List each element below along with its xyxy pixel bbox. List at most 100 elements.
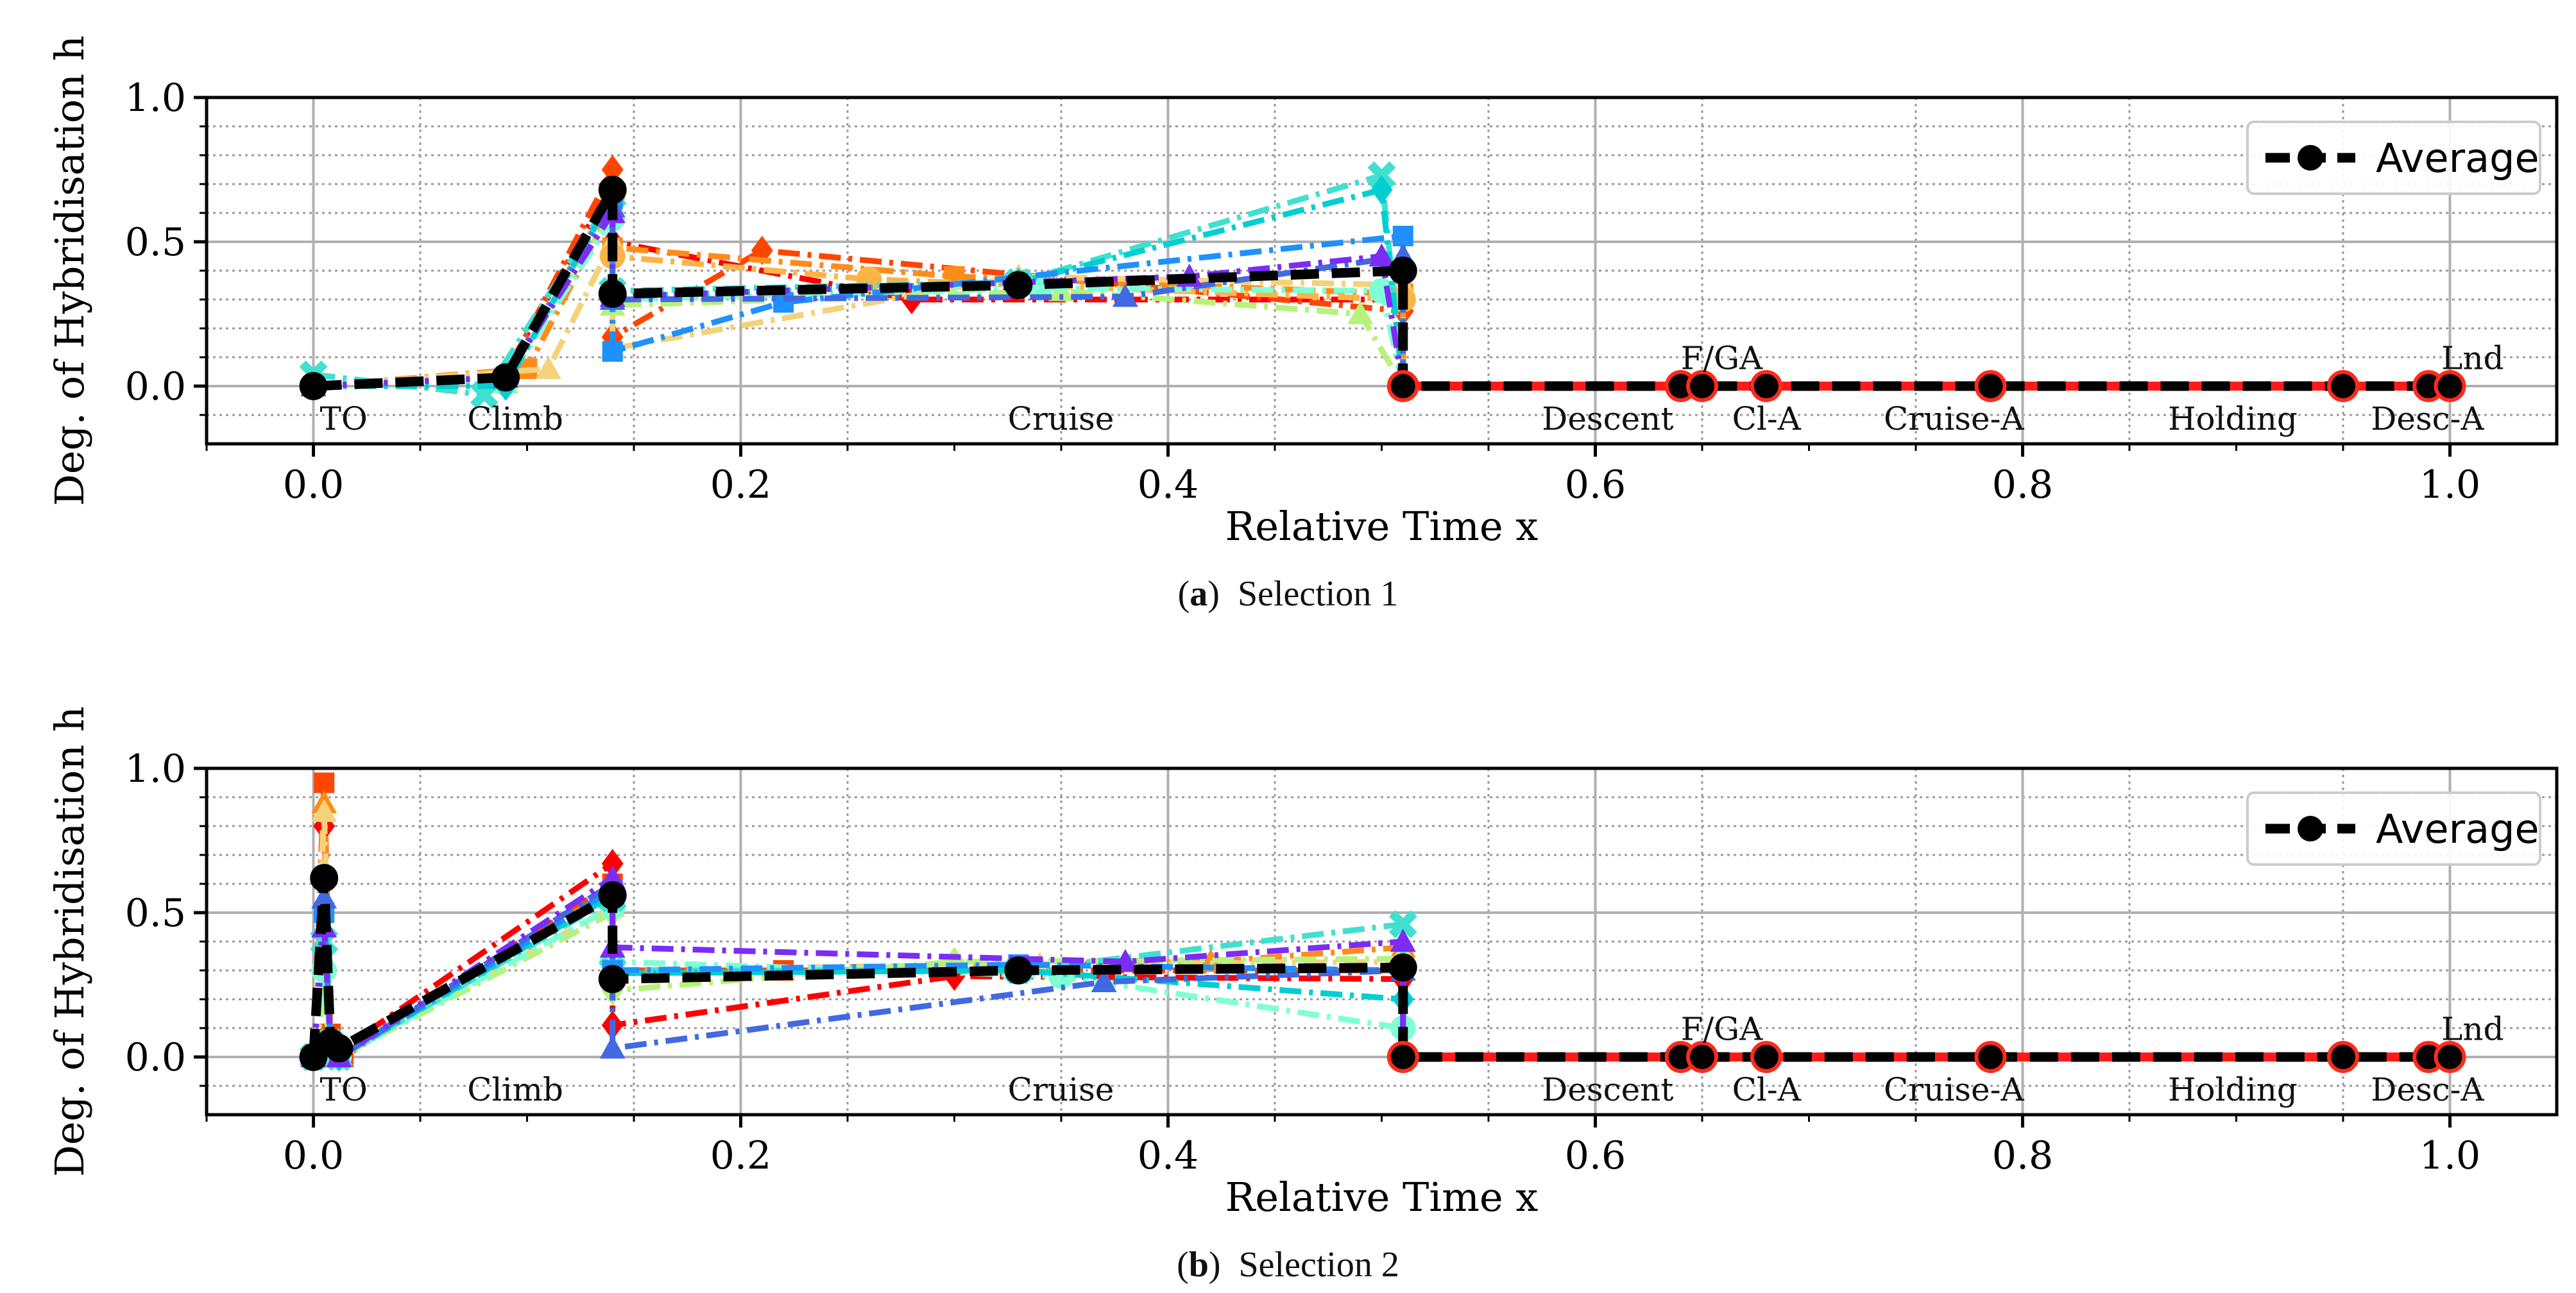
series-point (1347, 301, 1374, 325)
average-point (1004, 271, 1033, 300)
average-point (1686, 1041, 1718, 1073)
series-point (311, 799, 337, 822)
phase-label: TO (320, 400, 367, 437)
legend-label: Average (2376, 806, 2539, 852)
average-point (598, 176, 627, 204)
legend-label: Average (2376, 135, 2539, 182)
x-tick-label: 0.8 (1992, 462, 2053, 507)
average-point (1388, 953, 1417, 982)
x-tick-label: 0.2 (710, 462, 771, 507)
average-point (1974, 1041, 2007, 1073)
x-axis-label: Relative Time x (1225, 503, 1539, 550)
y-tick-label: 1.0 (125, 76, 186, 121)
average-line (313, 185, 2450, 391)
series-line (311, 800, 1406, 1060)
average-point (310, 864, 339, 892)
series-point (1112, 283, 1138, 307)
average-point (1750, 370, 1782, 402)
average-series (299, 176, 2466, 402)
average-point (2327, 1041, 2359, 1073)
x-tick-label: 1.0 (2419, 462, 2480, 507)
x-tick-label: 0.0 (283, 462, 344, 507)
phase-label: Climb (467, 400, 563, 437)
average-point (1750, 1041, 1782, 1073)
x-tick-label: 0.4 (1138, 1133, 1198, 1178)
phase-label: Cruise-A (1884, 1071, 2024, 1108)
series-point (601, 849, 624, 879)
plot-area (299, 155, 2466, 409)
series-4 (300, 799, 1416, 1067)
average-point (598, 965, 627, 993)
legend-box (2246, 791, 2541, 866)
series-point (1388, 910, 1417, 938)
phase-label: Descent (1542, 1071, 1673, 1108)
average-point (325, 1034, 354, 1063)
caption-b: (b) Selection 2 (1177, 1245, 1399, 1285)
legend-box (2246, 121, 2541, 195)
phase-label: TO (320, 1071, 367, 1108)
ticks: 0.0 0.2 0.4 0.6 0.8 1.0 0.0 0.5 1.0 (125, 747, 2481, 1178)
y-tick-label: 0.0 (125, 1035, 186, 1080)
series-point (602, 341, 623, 362)
phase-label: Cl-A (1732, 1071, 1802, 1108)
series-7 (300, 206, 1416, 399)
phase-label: Holding (2168, 1071, 2298, 1108)
caption-a-label: a (1190, 574, 1208, 614)
y-tick-label: 0.5 (125, 891, 186, 936)
average-point (2327, 370, 2359, 402)
legend: Average (2246, 791, 2541, 866)
average-point (598, 881, 627, 909)
phase-label: Desc-A (2371, 400, 2484, 437)
average-point (1686, 370, 1718, 402)
series-point (1369, 243, 1395, 267)
legend-marker (2298, 816, 2323, 841)
y-tick-label: 1.0 (125, 747, 186, 791)
caption-b-text: Selection 2 (1238, 1245, 1399, 1285)
series-point (599, 865, 626, 888)
average-point (491, 363, 520, 392)
y-axis-label: Deg. of Hybridisation h (46, 35, 93, 506)
series-point (1392, 226, 1413, 246)
phase-label: Cruise (1008, 400, 1114, 437)
x-tick-label: 1.0 (2419, 1133, 2480, 1178)
series-point (314, 772, 335, 793)
x-tick-label: 0.2 (710, 1133, 771, 1178)
average-series (299, 864, 2466, 1073)
series-line (313, 239, 1406, 389)
caption-a: (a) Selection 1 (1177, 574, 1399, 614)
average-point (1386, 370, 1419, 402)
caption-b-label: b (1188, 1245, 1209, 1285)
series-2 (303, 772, 1413, 1067)
phase-label: Descent (1542, 400, 1673, 437)
legend: Average (2246, 121, 2541, 195)
y-tick-label: 0.0 (125, 364, 186, 409)
phase-label: Cruise (1008, 1071, 1114, 1108)
average-point (1004, 956, 1033, 985)
phase-label: Lnd (2441, 1011, 2503, 1048)
average-point (1974, 370, 2007, 402)
series-point (1370, 175, 1393, 205)
series-line (311, 904, 1406, 1060)
grid (205, 767, 2557, 1115)
phase-label: Desc-A (2371, 1071, 2484, 1108)
series-point (773, 292, 794, 313)
series-point (311, 885, 337, 909)
x-tick-label: 0.6 (1565, 462, 1626, 507)
average-point (598, 280, 627, 308)
legend-marker (2298, 145, 2323, 171)
average-point (1388, 257, 1417, 285)
average-point (2434, 1041, 2466, 1073)
y-tick-label: 0.5 (125, 220, 186, 265)
caption-a-text: Selection 1 (1237, 574, 1399, 614)
series-3 (300, 790, 1416, 1067)
phase-label: Climb (467, 1071, 563, 1108)
phase-label: F/GA (1681, 340, 1763, 377)
series-point (535, 356, 561, 379)
series-point (599, 1035, 626, 1059)
x-tick-label: 0.6 (1565, 1133, 1626, 1178)
x-tick-label: 0.8 (1992, 1133, 2053, 1178)
